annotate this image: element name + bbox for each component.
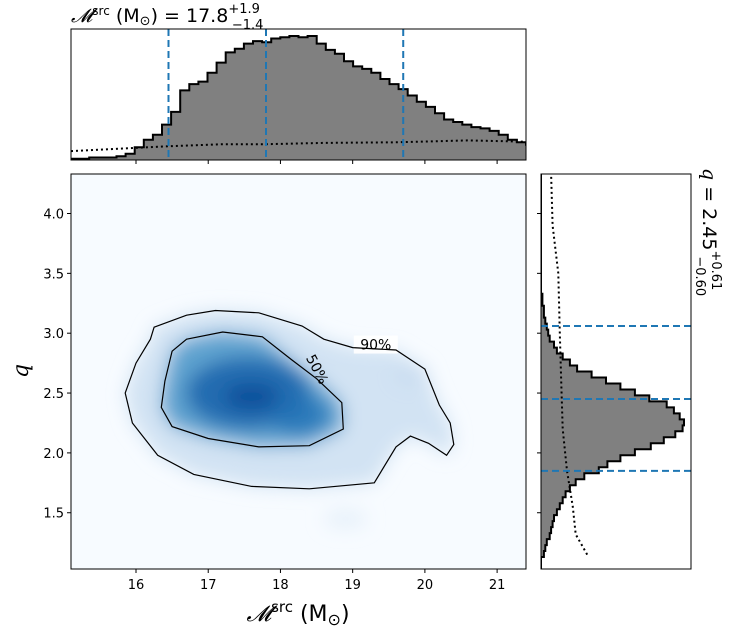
x-tick-label: 17 [200, 578, 217, 593]
right-marginal-title-lower: −0.60 [692, 256, 707, 296]
y-tick-label: 3.5 [43, 267, 64, 282]
right-marginal-ticks [537, 213, 541, 514]
top-marginal-ticks [135, 160, 498, 164]
y-tick-label: 2.0 [43, 447, 64, 462]
top-marginal-title: 𝓜src (M⊙) = 17.8+1.9 −1.4 [71, 2, 263, 33]
joint-panel: 50%90% 16 17 18 19 20 21 1.5 2.0 2.5 3.0 3.5 4.0 𝓜s… [9, 173, 527, 629]
contour-line-0 [160, 331, 344, 448]
y-tick-label: 1.5 [43, 507, 64, 522]
x-tick-label: 21 [489, 578, 506, 593]
y-tick-label: 2.5 [43, 387, 64, 402]
x-tick-label: 19 [344, 578, 361, 593]
x-tick-label: 16 [128, 578, 145, 593]
density-blob-secondary [392, 363, 429, 388]
x-tick-label: 20 [417, 578, 434, 593]
density-heatmap [125, 310, 454, 529]
right-marginal-frame [540, 173, 692, 570]
x-tick-label: 18 [272, 578, 289, 593]
y-tick-label: 4.0 [43, 208, 64, 223]
y-axis-label: q [9, 364, 34, 378]
contour-line-1 [124, 309, 455, 490]
top-histogram-fill [71, 36, 526, 160]
top-marginal-panel: 𝓜src (M⊙) = 17.8+1.9 −1.4 [70, 2, 527, 164]
top-prior-line [71, 139, 526, 153]
top-marginal-title-lower: −1.4 [232, 18, 264, 33]
density-blob-tail [323, 508, 368, 529]
density-core-secondary [268, 394, 329, 435]
density-peak [223, 382, 280, 411]
right-histogram-outline [541, 174, 685, 569]
contour-label-90: 90% [360, 338, 391, 354]
right-histogram-fill [541, 174, 684, 569]
top-marginal-content [71, 29, 526, 160]
y-tick-label: 3.0 [43, 327, 64, 342]
right-marginal-content [541, 174, 691, 569]
top-marginal-title-value: 17.8 [186, 5, 228, 27]
right-marginal-panel: q = 2.45+0.61−0.60 [537, 168, 723, 570]
joint-frame [70, 173, 527, 570]
right-marginal-title-value: 2.45 [698, 208, 720, 250]
right-marginal-title: q = 2.45+0.61−0.60 [692, 168, 723, 296]
top-marginal-title-upper: +1.9 [228, 2, 260, 17]
joint-content: 50%90% [124, 309, 455, 529]
right-marginal-title-upper: +0.61 [708, 250, 723, 290]
joint-ticks: 16 17 18 19 20 21 1.5 2.0 2.5 3.0 3.5 4.0 [43, 208, 505, 594]
top-marginal-frame [70, 28, 527, 161]
x-axis-label: 𝓜src (M⊙) [246, 598, 349, 629]
contours: 50%90% [124, 309, 455, 490]
